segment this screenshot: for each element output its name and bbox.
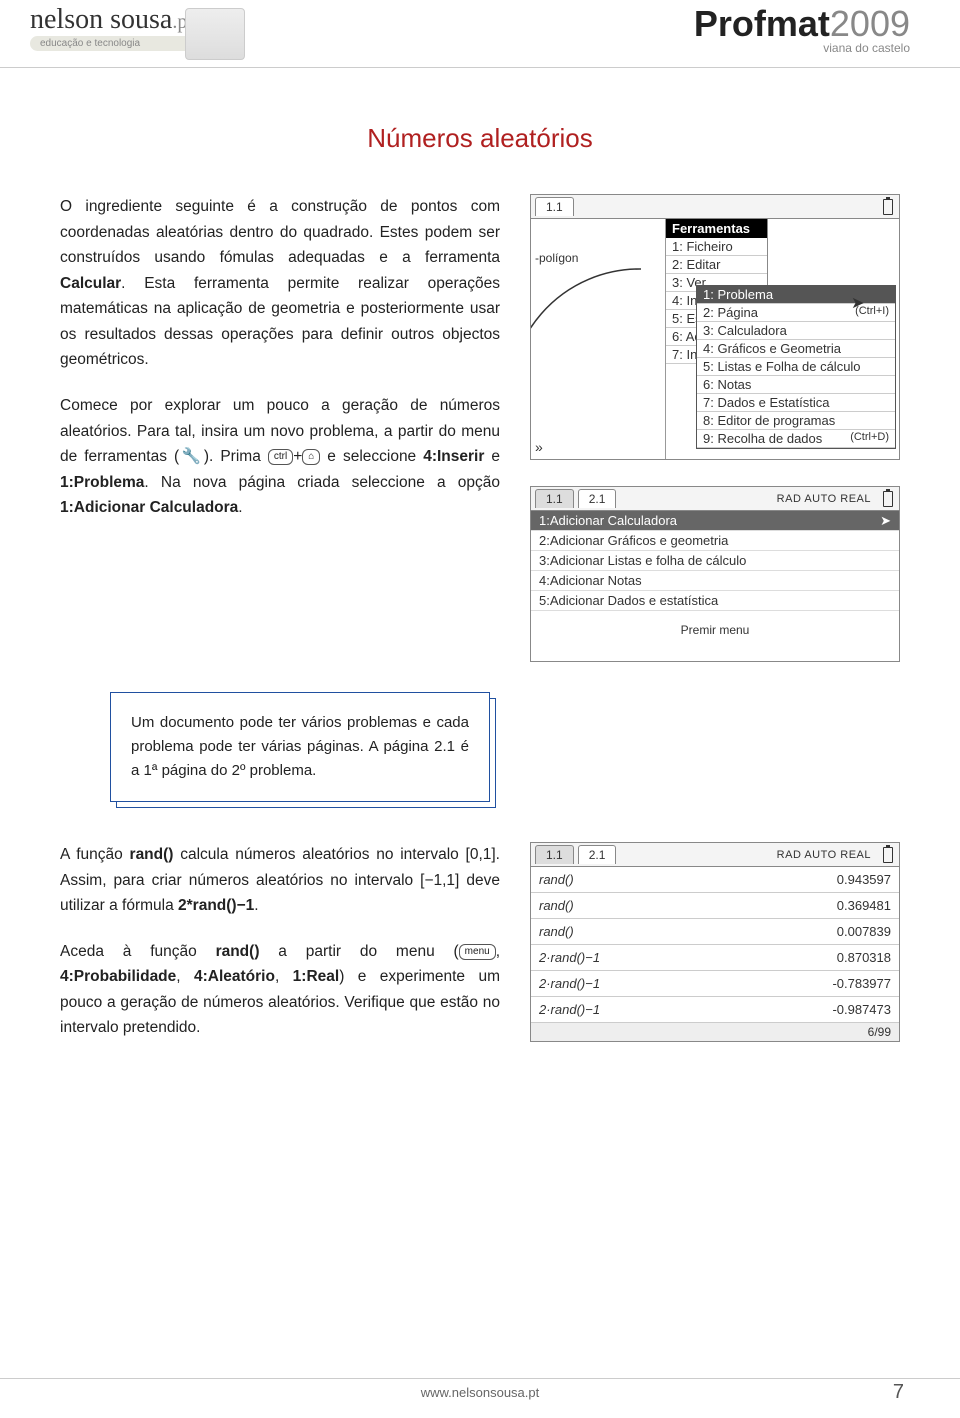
submenu-item: 5: Listas e Folha de cálculo xyxy=(697,358,895,376)
submenu-item: 8: Editor de programas xyxy=(697,412,895,430)
note-box: Um documento pode ter vários problemas e… xyxy=(110,692,490,802)
list-item: 3:Adicionar Listas e folha de cálculo xyxy=(531,551,899,571)
submenu-item: 4: Gráficos e Geometria xyxy=(697,340,895,358)
logo-right: Profmat2009 viana do castelo xyxy=(694,6,910,54)
tab: 2.1 xyxy=(578,489,617,508)
battery-icon xyxy=(883,847,893,863)
calculator-icon xyxy=(185,8,245,60)
tab: 1.1 xyxy=(535,197,574,216)
brand-name: nelson sousa xyxy=(30,4,172,35)
screenshots-column: 1.1 -polígon » Ferramentas 1: Ficheiro2:… xyxy=(530,194,900,662)
tab: 1.1 xyxy=(535,489,574,508)
menu-item: 2: Editar xyxy=(666,256,767,274)
tool-icon: 🔧 xyxy=(179,448,204,465)
submenu-item: 3: Calculadora xyxy=(697,322,895,340)
battery-icon xyxy=(883,491,893,507)
calc-row: 2·rand()−1-0.783977 xyxy=(531,971,899,997)
tab: 1.1 xyxy=(535,845,574,864)
page-footer: www.nelsonsousa.pt xyxy=(0,1378,960,1400)
brand-tagline: educação e tecnologia xyxy=(30,36,193,51)
list-item: 4:Adicionar Notas xyxy=(531,571,899,591)
geometry-canvas: -polígon » xyxy=(531,219,666,459)
menu-item: 1: Ficheiro xyxy=(666,238,767,256)
page-title: Números aleatórios xyxy=(60,123,900,154)
submenu-item: 2: Página(Ctrl+I) xyxy=(697,304,895,322)
screenshot-adicionar: 1.1 2.1 RAD AUTO REAL 1:Adicionar Calcul… xyxy=(530,486,900,662)
tab: 2.1 xyxy=(578,845,617,864)
menu-key-icon: menu xyxy=(459,944,496,960)
list-item: 2:Adicionar Gráficos e geometria xyxy=(531,531,899,551)
list-item: 5:Adicionar Dados e estatística xyxy=(531,591,899,611)
page-header: nelson sousa.pt educação e tecnologia Pr… xyxy=(0,0,960,68)
calc-row: rand()0.007839 xyxy=(531,919,899,945)
submenu-item: 7: Dados e Estatística xyxy=(697,394,895,412)
conf-name: Profmat xyxy=(694,3,830,44)
paragraph-3: A função rand() calcula números aleatóri… xyxy=(60,842,500,919)
submenu-item: 6: Notas xyxy=(697,376,895,394)
screenshot-ferramentas: 1.1 -polígon » Ferramentas 1: Ficheiro2:… xyxy=(530,194,900,460)
screenshot-footer: 6/99 xyxy=(531,1023,899,1041)
calc-row: 2·rand()−1-0.987473 xyxy=(531,997,899,1023)
logo-left: nelson sousa.pt educação e tecnologia xyxy=(30,6,193,51)
ctrl-key-icon: ctrl xyxy=(268,449,293,465)
submenu-item: 1: Problema xyxy=(697,286,895,304)
screenshot-footer: Premir menu xyxy=(531,611,899,661)
battery-icon xyxy=(883,199,893,215)
status-text: RAD AUTO REAL xyxy=(777,493,871,505)
calc-row: 2·rand()−10.870318 xyxy=(531,945,899,971)
screenshot-rand: 1.1 2.1 RAD AUTO REAL rand()0.943597rand… xyxy=(530,842,900,1061)
home-key-icon: ⌂ xyxy=(302,449,320,465)
arc-icon xyxy=(531,249,671,449)
calc-row: rand()0.943597 xyxy=(531,867,899,893)
cursor-icon: ➤ xyxy=(851,293,864,313)
status-text: RAD AUTO REAL xyxy=(777,849,871,861)
page-number: 7 xyxy=(893,1381,904,1404)
sub-menu: 1: Problema2: Página(Ctrl+I)3: Calculado… xyxy=(696,285,896,449)
paragraph-4: Aceda à função rand() a partir do menu (… xyxy=(60,939,500,1041)
paragraph-1: O ingrediente seguinte é a construção de… xyxy=(60,194,500,373)
list-item: 1:Adicionar Calculadora ➤ xyxy=(531,511,899,531)
paragraph-2: Comece por explorar um pouco a geração d… xyxy=(60,393,500,521)
submenu-item: 9: Recolha de dados(Ctrl+D) xyxy=(697,430,895,448)
calc-row: rand()0.369481 xyxy=(531,893,899,919)
conf-year: 2009 xyxy=(830,3,910,44)
expand-icon: » xyxy=(535,439,543,455)
